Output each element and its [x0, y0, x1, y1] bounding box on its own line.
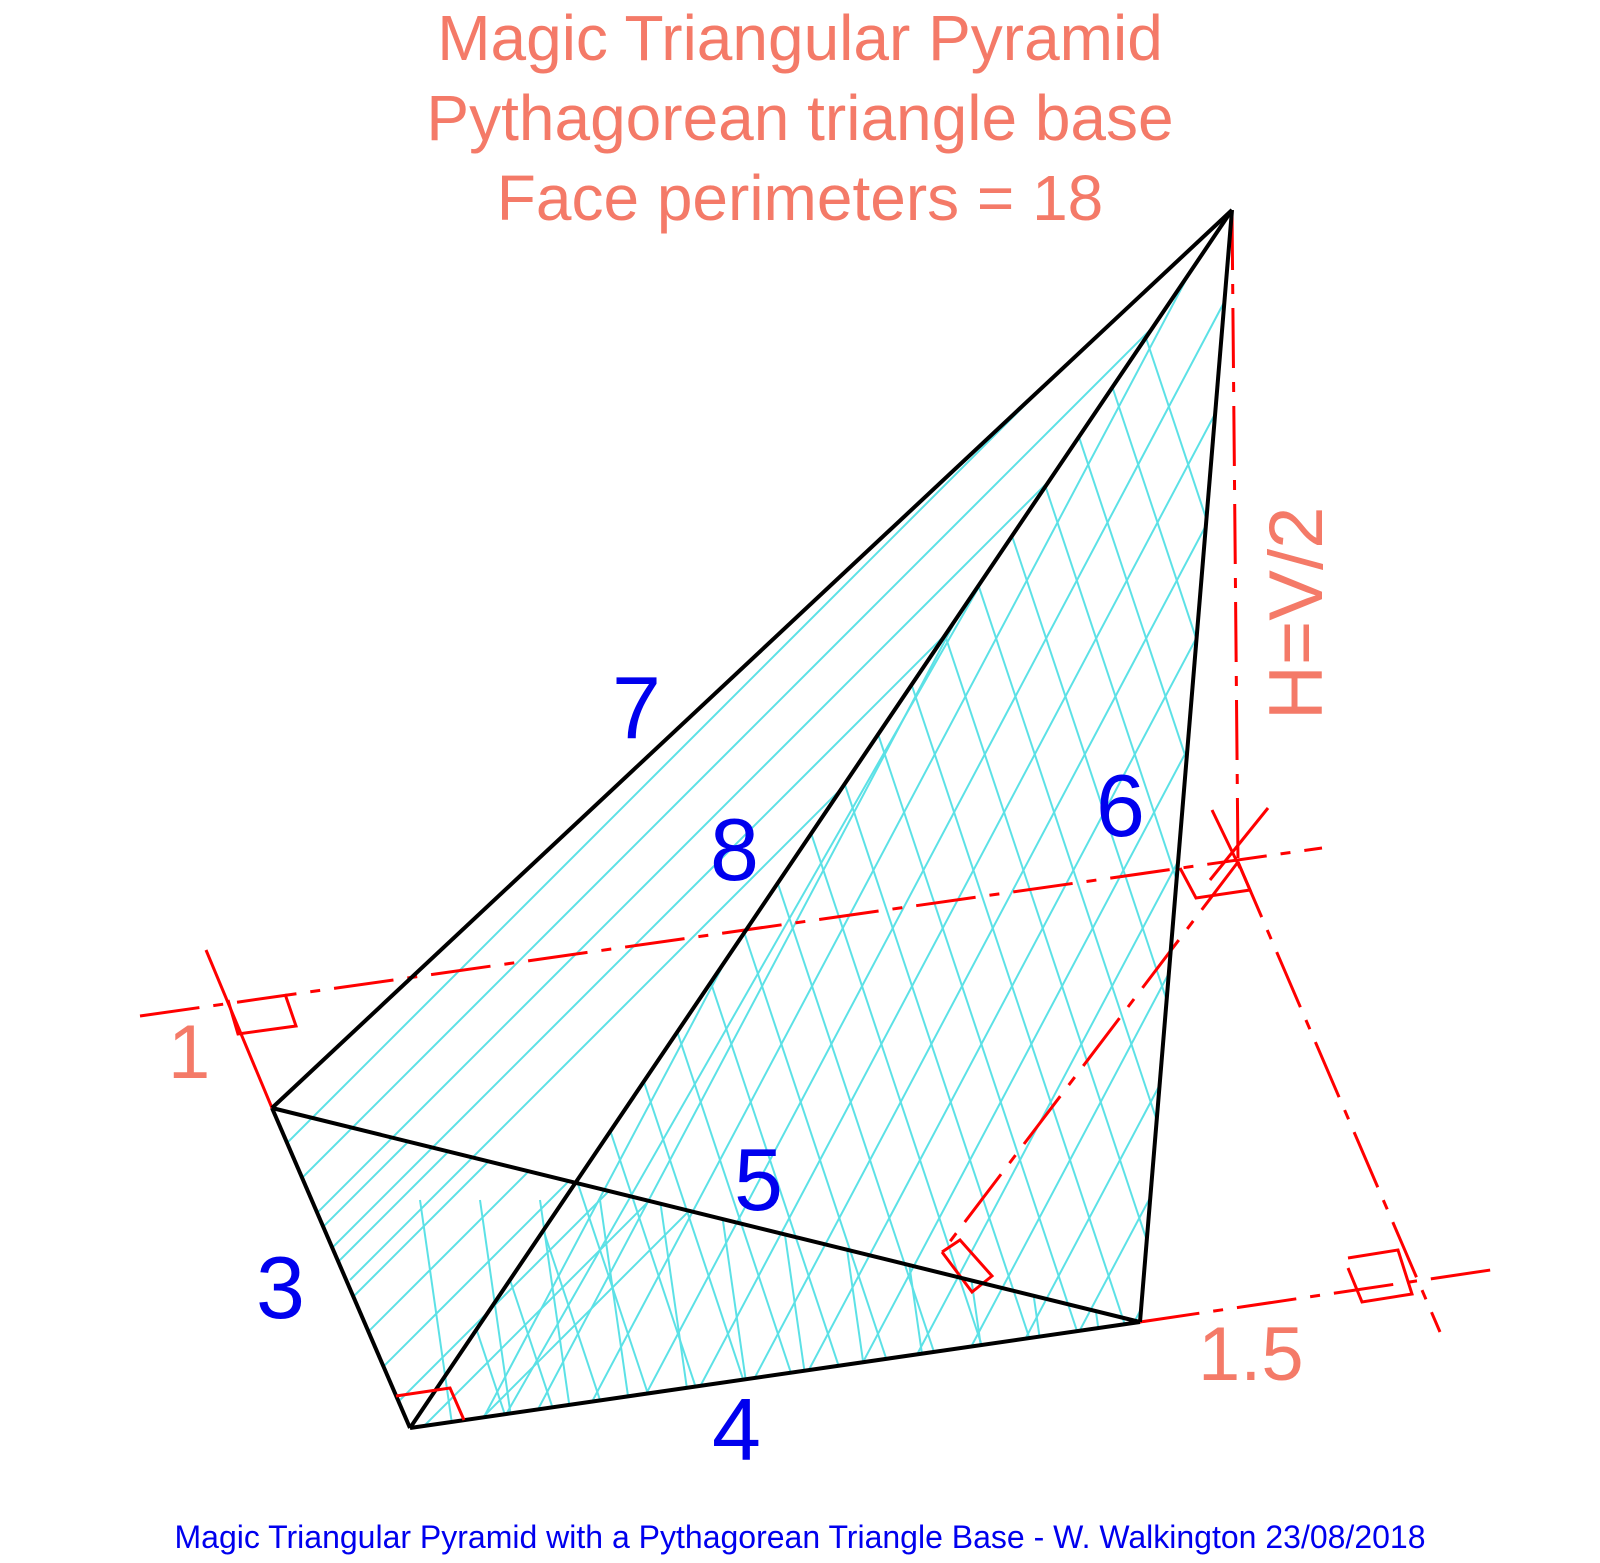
right-face-hatch-b	[410, 210, 1232, 1428]
height-line	[1230, 209, 1240, 863]
edge-label-7: 7	[612, 658, 661, 757]
footer-caption: Magic Triangular Pyramid with a Pythagor…	[174, 1519, 1426, 1555]
dimension-label-1: 1	[168, 1010, 210, 1095]
edge-5	[271, 1106, 1141, 1324]
edge-label-8: 8	[710, 800, 759, 899]
dimension-extension-right	[1236, 861, 1442, 1333]
right-angle-mark-top	[1178, 861, 1253, 900]
edge-7	[270, 208, 1234, 1110]
right-angle-mark-base	[395, 1386, 466, 1421]
title-line-1: Magic Triangular Pyramid	[437, 2, 1163, 74]
edge-4	[409, 1320, 1141, 1430]
edge-8	[408, 208, 1234, 1430]
edge-label-3: 3	[256, 1238, 305, 1337]
edge-label-5: 5	[734, 1130, 783, 1229]
title-line-2: Pythagorean triangle base	[426, 82, 1174, 154]
dimension-extension-left	[204, 949, 274, 1109]
foot-tick-2	[1208, 807, 1270, 881]
edge-3	[270, 1107, 412, 1429]
title-line-3: Face perimeters = 18	[496, 162, 1104, 234]
right-angle-mark-right	[1346, 1248, 1414, 1304]
right-angle-mark-left	[226, 993, 299, 1036]
dimension-line-upper	[139, 846, 1323, 1018]
pyramid-edges	[270, 208, 1234, 1430]
height-label: H=V/2	[1254, 507, 1339, 720]
foot-diagonal	[940, 861, 1240, 1253]
edge-label-4: 4	[712, 1380, 761, 1479]
edge-6	[1138, 209, 1234, 1323]
foot-tick-1	[1210, 809, 1242, 869]
edge-label-6: 6	[1096, 756, 1145, 855]
dimension-label-1-5: 1.5	[1198, 1312, 1304, 1397]
dimension-lines	[139, 209, 1505, 1333]
dimension-line-lower	[1139, 1266, 1505, 1324]
